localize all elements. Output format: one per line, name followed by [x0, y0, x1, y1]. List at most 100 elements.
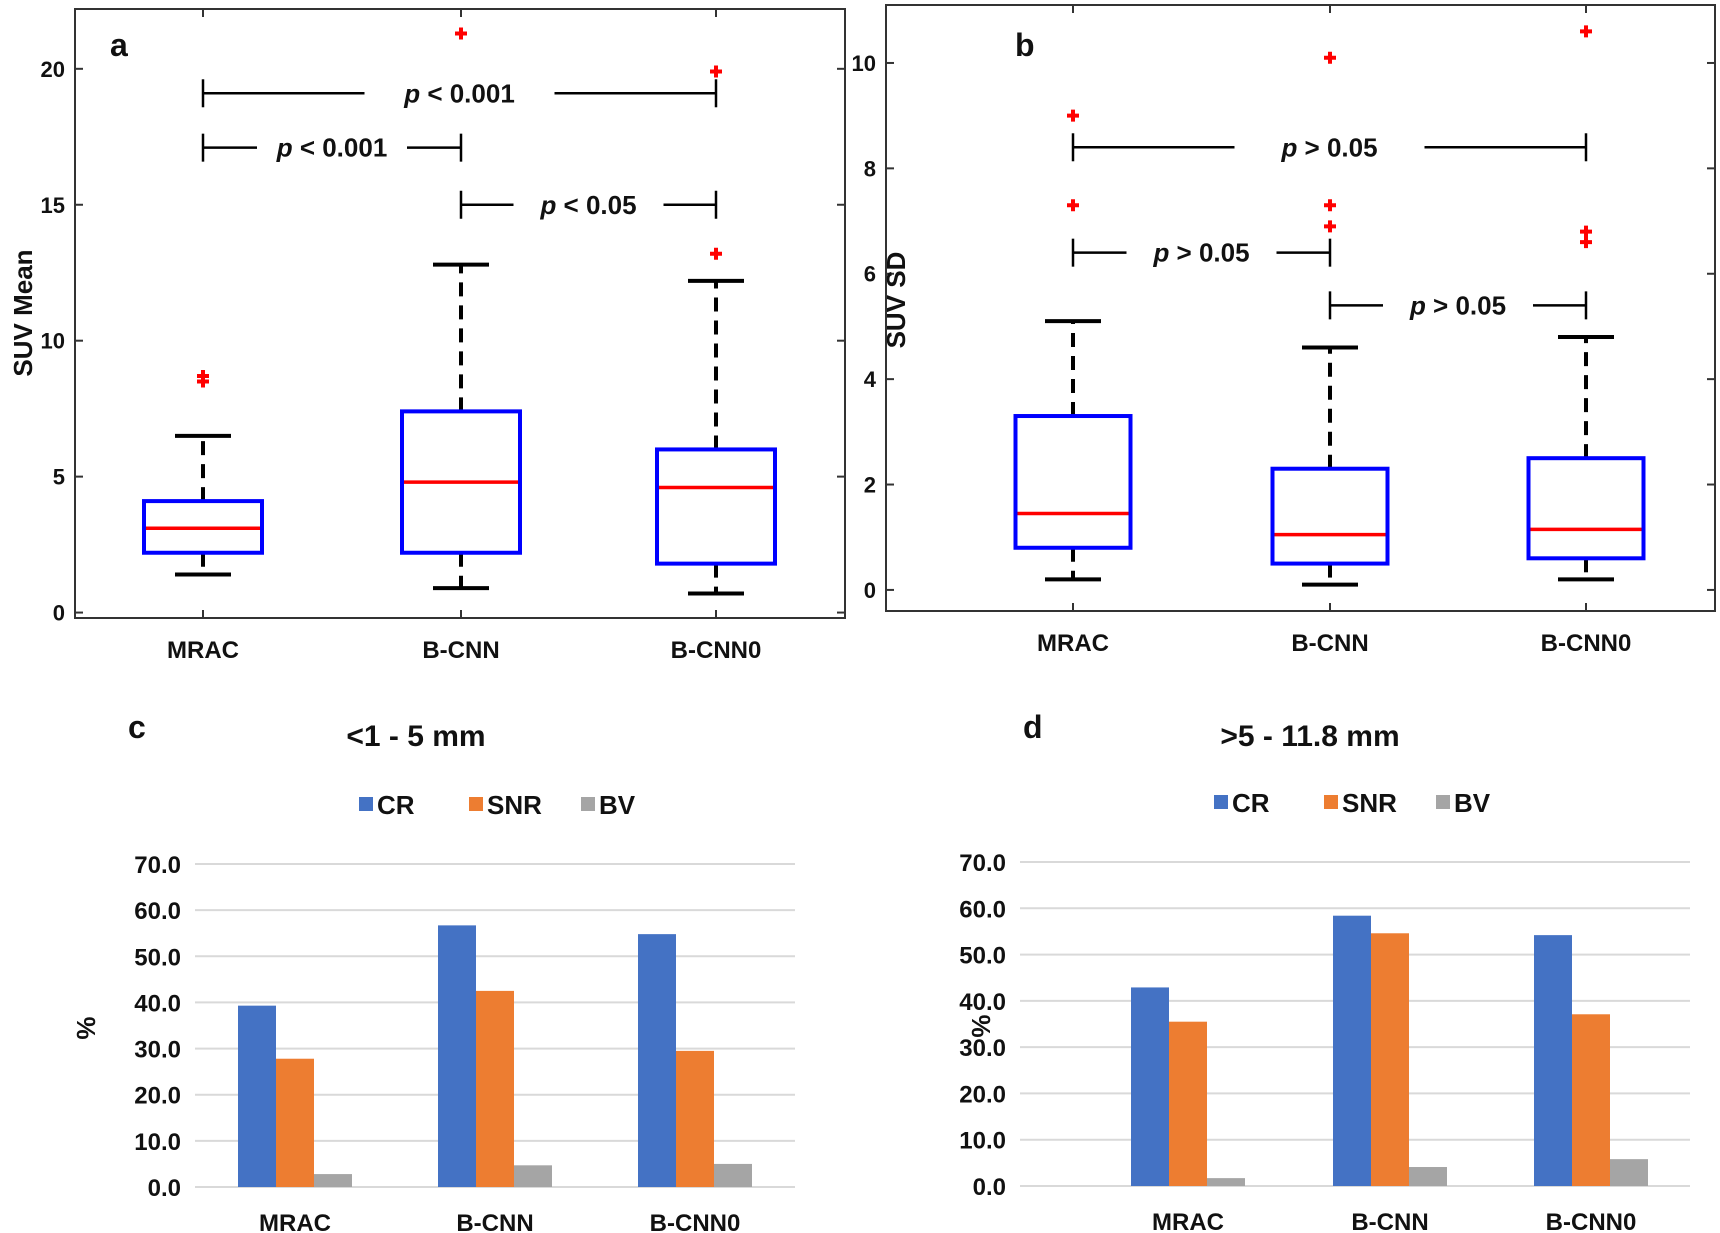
iqr-box — [1013, 414, 1133, 550]
x-tick-label: MRAC — [1037, 630, 1109, 657]
outlier-marker — [1580, 25, 1592, 38]
outlier-marker — [1067, 109, 1079, 122]
legend-label: CR — [1232, 788, 1270, 818]
y-tick-label: 60.0 — [959, 896, 1006, 923]
y-axis-label: % — [966, 1014, 996, 1037]
y-axis-label: % — [71, 1016, 101, 1039]
outlier-marker — [1324, 220, 1336, 233]
bar-cr — [1131, 987, 1169, 1186]
y-tick-label: 50.0 — [134, 944, 181, 971]
y-axis-label: SUV SD — [881, 252, 911, 349]
legend-swatch-snr — [469, 797, 483, 811]
bar-snr — [676, 1050, 714, 1187]
outlier-marker — [1580, 225, 1592, 238]
panel-letter: a — [110, 27, 128, 63]
bar-bv — [1409, 1167, 1447, 1186]
bar-cr — [238, 1005, 276, 1187]
iqr-box — [655, 447, 777, 566]
bar-snr — [1169, 1021, 1207, 1186]
outlier-marker — [1324, 51, 1336, 64]
bar-bv — [714, 1163, 752, 1187]
x-tick-label: MRAC — [1152, 1209, 1224, 1233]
p-value-label: p < 0.05 — [539, 190, 636, 220]
legend-label: CR — [377, 790, 415, 820]
outlier-marker — [197, 370, 209, 383]
x-tick-label: B-CNN — [1291, 630, 1368, 657]
bar-snr — [1572, 1014, 1610, 1186]
legend-label: BV — [599, 790, 636, 820]
bar-bv — [514, 1165, 552, 1187]
outlier-marker — [710, 65, 722, 78]
bar-cr — [1333, 915, 1371, 1186]
legend-label: SNR — [1342, 788, 1397, 818]
y-tick-label: 20.0 — [959, 1081, 1006, 1108]
x-tick-label: B-CNN0 — [671, 637, 762, 664]
p-value-label: p > 0.05 — [1280, 132, 1377, 162]
y-tick-label: 10.0 — [959, 1128, 1006, 1155]
y-tick-label: 20 — [41, 57, 65, 82]
y-tick-label: 70.0 — [959, 850, 1006, 877]
iqr-box — [400, 409, 522, 555]
y-tick-label: 10 — [41, 329, 65, 354]
x-tick-label: B-CNN0 — [1541, 630, 1632, 657]
y-tick-label: 4 — [864, 367, 877, 392]
iqr-box — [1270, 466, 1390, 566]
y-tick-label: 5 — [53, 465, 65, 490]
x-tick-label: B-CNN0 — [650, 1210, 741, 1233]
y-tick-label: 60.0 — [134, 898, 181, 925]
bar-cr — [638, 934, 676, 1187]
y-tick-label: 0 — [53, 601, 65, 626]
bar-snr — [476, 990, 514, 1187]
y-tick-label: 30.0 — [959, 1035, 1006, 1062]
x-tick-label: MRAC — [259, 1210, 331, 1233]
panel-letter: b — [1015, 27, 1035, 63]
y-tick-label: 0.0 — [973, 1174, 1006, 1201]
y-tick-label: 40.0 — [959, 989, 1006, 1016]
y-tick-label: 10.0 — [134, 1129, 181, 1156]
outlier-marker — [455, 27, 467, 40]
legend-label: SNR — [487, 790, 542, 820]
y-tick-label: 0 — [864, 578, 876, 603]
legend-swatch-snr — [1324, 795, 1338, 809]
y-tick-label: 30.0 — [134, 1037, 181, 1064]
outlier-marker — [1324, 199, 1336, 212]
iqr-box — [1526, 456, 1646, 561]
x-tick-label: B-CNN — [456, 1210, 533, 1233]
y-tick-label: 20.0 — [134, 1083, 181, 1110]
bar-bv — [1610, 1159, 1648, 1186]
bar-snr — [1371, 933, 1409, 1186]
chart-title: >5 - 11.8 mm — [1220, 720, 1399, 753]
x-tick-label: MRAC — [167, 637, 239, 664]
legend-swatch-cr — [1214, 795, 1228, 809]
x-tick-label: B-CNN — [422, 637, 499, 664]
p-value-label: p < 0.001 — [276, 133, 388, 163]
plot-frame — [885, 4, 1716, 612]
bar-cr — [438, 925, 476, 1187]
y-tick-label: 8 — [864, 156, 876, 181]
chart-title: <1 - 5 mm — [346, 720, 485, 753]
y-tick-label: 6 — [864, 262, 876, 287]
bar-snr — [276, 1058, 314, 1187]
legend-label: BV — [1454, 788, 1491, 818]
y-tick-label: 70.0 — [134, 852, 181, 879]
x-tick-label: B-CNN — [1351, 1209, 1428, 1233]
panel-letter: d — [1023, 709, 1043, 745]
y-tick-label: 0.0 — [148, 1175, 181, 1202]
y-tick-label: 15 — [41, 193, 65, 218]
y-tick-label: 50.0 — [959, 943, 1006, 970]
outlier-marker — [1580, 236, 1592, 249]
legend-swatch-bv — [1436, 795, 1450, 809]
bar-bv — [1207, 1178, 1245, 1186]
legend-swatch-cr — [359, 797, 373, 811]
p-value-label: p > 0.05 — [1409, 290, 1506, 320]
p-value-label: p < 0.001 — [403, 78, 515, 108]
legend-swatch-bv — [581, 797, 595, 811]
y-tick-label: 40.0 — [134, 990, 181, 1017]
y-tick-label: 2 — [864, 473, 876, 498]
p-value-label: p > 0.05 — [1152, 238, 1249, 268]
iqr-box — [142, 499, 264, 555]
outlier-marker — [1067, 199, 1079, 212]
bar-cr — [1534, 935, 1572, 1186]
outlier-marker — [710, 247, 722, 260]
